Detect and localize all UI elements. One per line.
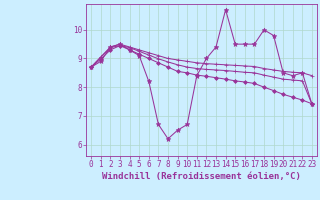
X-axis label: Windchill (Refroidissement éolien,°C): Windchill (Refroidissement éolien,°C) <box>102 172 301 181</box>
